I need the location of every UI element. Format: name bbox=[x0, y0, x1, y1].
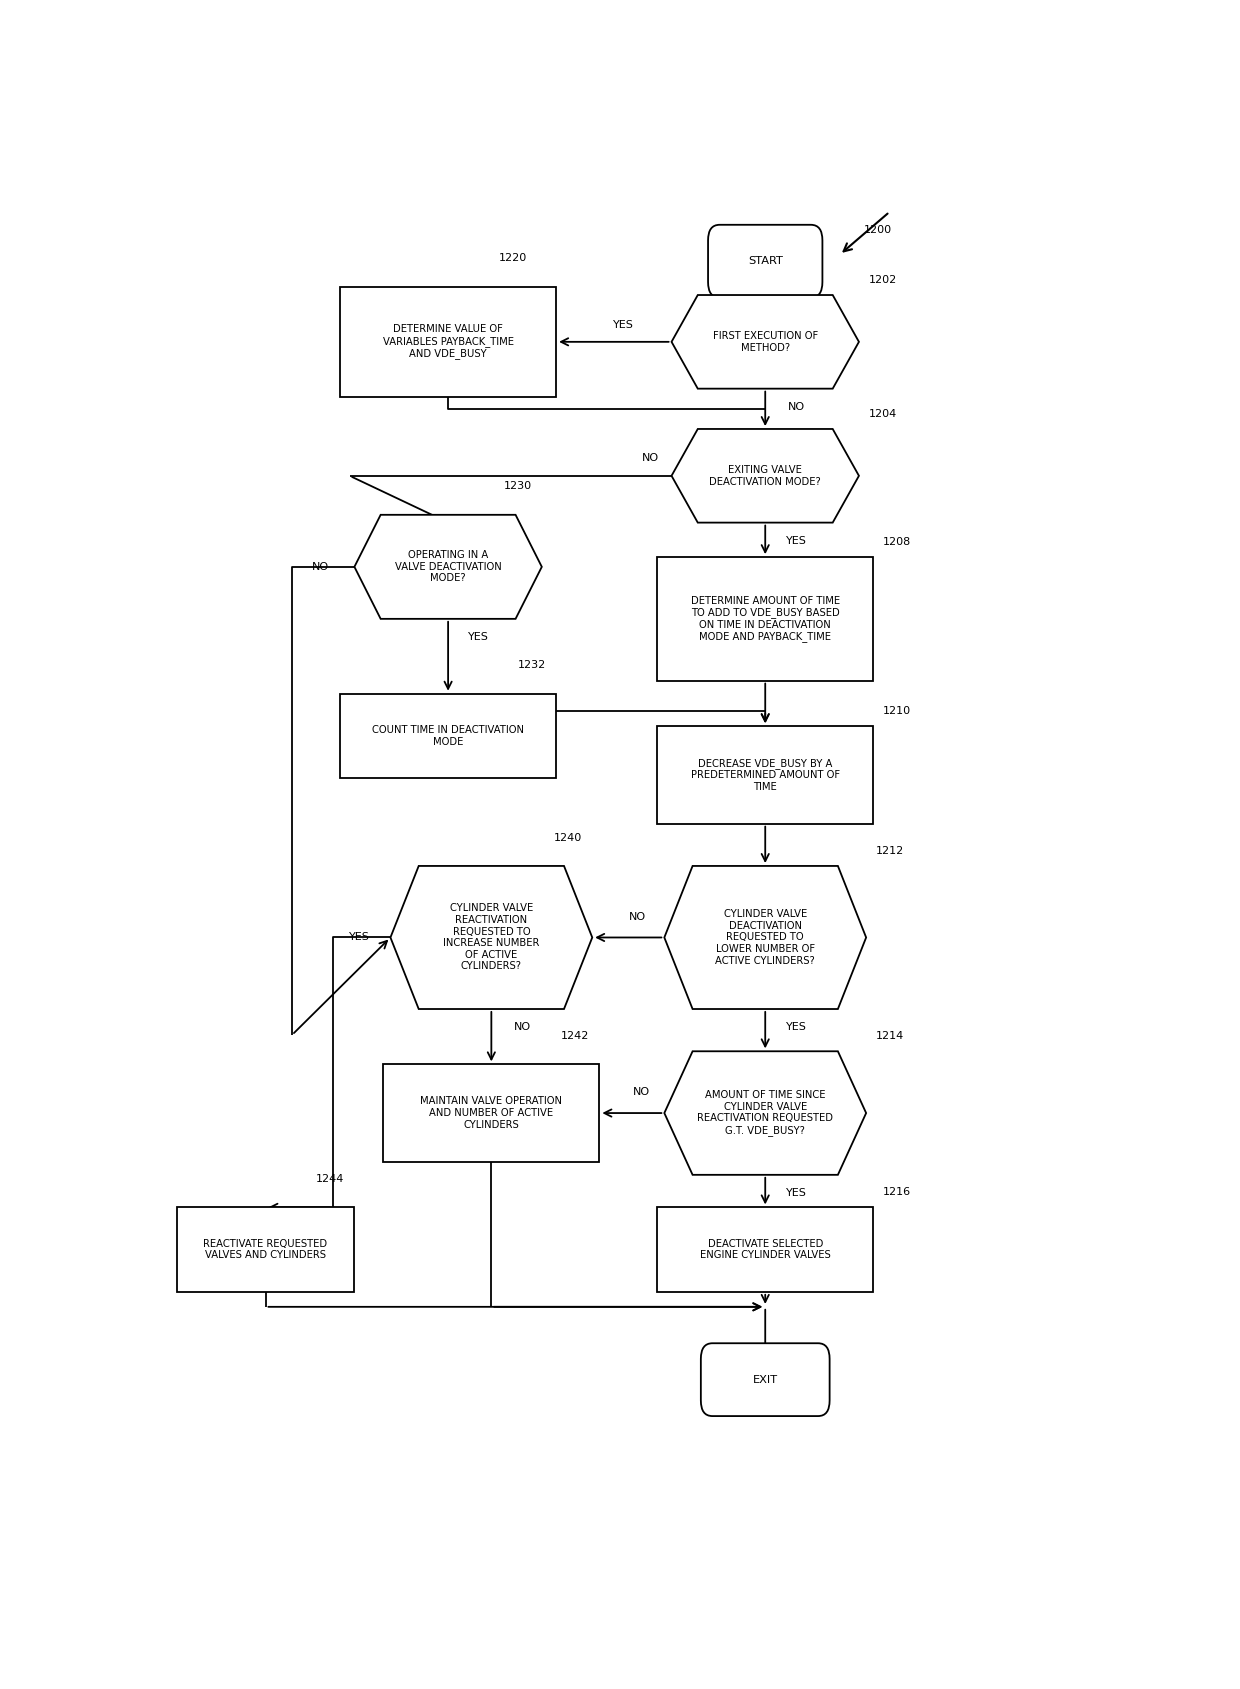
Text: AMOUNT OF TIME SINCE
CYLINDER VALVE
REACTIVATION REQUESTED
G.T. VDE_BUSY?: AMOUNT OF TIME SINCE CYLINDER VALVE REAC… bbox=[697, 1089, 833, 1137]
Bar bbox=[340, 694, 557, 779]
Text: DEACTIVATE SELECTED
ENGINE CYLINDER VALVES: DEACTIVATE SELECTED ENGINE CYLINDER VALV… bbox=[699, 1238, 831, 1260]
Text: NO: NO bbox=[513, 1022, 531, 1032]
Polygon shape bbox=[355, 515, 542, 618]
Text: DECREASE VDE_BUSY BY A
PREDETERMINED AMOUNT OF
TIME: DECREASE VDE_BUSY BY A PREDETERMINED AMO… bbox=[691, 758, 839, 792]
Polygon shape bbox=[672, 296, 859, 388]
Polygon shape bbox=[391, 866, 593, 1008]
Bar bbox=[657, 557, 873, 681]
Text: 1208: 1208 bbox=[883, 537, 911, 547]
Text: EXIT: EXIT bbox=[753, 1375, 777, 1385]
Text: NO: NO bbox=[630, 912, 646, 922]
FancyBboxPatch shape bbox=[701, 1343, 830, 1415]
Text: NO: NO bbox=[632, 1088, 650, 1098]
Text: COUNT TIME IN DEACTIVATION
MODE: COUNT TIME IN DEACTIVATION MODE bbox=[372, 725, 525, 747]
Bar bbox=[340, 287, 557, 397]
Polygon shape bbox=[672, 429, 859, 522]
Text: DETERMINE VALUE OF
VARIABLES PAYBACK_TIME
AND VDE_BUSY: DETERMINE VALUE OF VARIABLES PAYBACK_TIM… bbox=[383, 324, 513, 360]
Text: 1202: 1202 bbox=[868, 275, 897, 285]
Text: 1220: 1220 bbox=[498, 253, 527, 263]
Polygon shape bbox=[665, 1051, 866, 1176]
Text: DETERMINE AMOUNT OF TIME
TO ADD TO VDE_BUSY BASED
ON TIME IN DEACTIVATION
MODE A: DETERMINE AMOUNT OF TIME TO ADD TO VDE_B… bbox=[691, 596, 839, 642]
Text: NO: NO bbox=[787, 402, 805, 412]
Text: MAINTAIN VALVE OPERATION
AND NUMBER OF ACTIVE
CYLINDERS: MAINTAIN VALVE OPERATION AND NUMBER OF A… bbox=[420, 1096, 563, 1130]
Bar bbox=[176, 1208, 355, 1292]
FancyBboxPatch shape bbox=[708, 225, 822, 297]
Text: YES: YES bbox=[469, 632, 490, 642]
Text: YES: YES bbox=[786, 1187, 806, 1198]
Text: NO: NO bbox=[312, 562, 330, 573]
Text: 1230: 1230 bbox=[503, 481, 532, 491]
Text: 1214: 1214 bbox=[875, 1030, 904, 1040]
Bar bbox=[657, 1208, 873, 1292]
Text: OPERATING IN A
VALVE DEACTIVATION
MODE?: OPERATING IN A VALVE DEACTIVATION MODE? bbox=[394, 551, 501, 583]
Text: 1216: 1216 bbox=[883, 1187, 911, 1198]
Text: 1204: 1204 bbox=[868, 409, 897, 419]
Text: 1242: 1242 bbox=[560, 1030, 589, 1040]
Text: YES: YES bbox=[786, 1022, 806, 1032]
Text: 1232: 1232 bbox=[518, 660, 546, 671]
Bar bbox=[383, 1064, 599, 1162]
Text: EXITING VALVE
DEACTIVATION MODE?: EXITING VALVE DEACTIVATION MODE? bbox=[709, 464, 821, 486]
Text: YES: YES bbox=[613, 319, 634, 329]
Text: REACTIVATE REQUESTED
VALVES AND CYLINDERS: REACTIVATE REQUESTED VALVES AND CYLINDER… bbox=[203, 1238, 327, 1260]
Bar bbox=[657, 726, 873, 824]
Text: CYLINDER VALVE
DEACTIVATION
REQUESTED TO
LOWER NUMBER OF
ACTIVE CYLINDERS?: CYLINDER VALVE DEACTIVATION REQUESTED TO… bbox=[715, 909, 815, 966]
Text: YES: YES bbox=[350, 932, 370, 942]
Text: 1240: 1240 bbox=[554, 833, 582, 843]
Text: 1210: 1210 bbox=[883, 706, 911, 716]
Text: NO: NO bbox=[642, 453, 658, 463]
Text: 1200: 1200 bbox=[864, 225, 892, 235]
Text: 1244: 1244 bbox=[316, 1174, 345, 1184]
Polygon shape bbox=[665, 866, 866, 1008]
Text: CYLINDER VALVE
REACTIVATION
REQUESTED TO
INCREASE NUMBER
OF ACTIVE
CYLINDERS?: CYLINDER VALVE REACTIVATION REQUESTED TO… bbox=[443, 904, 539, 971]
Text: FIRST EXECUTION OF
METHOD?: FIRST EXECUTION OF METHOD? bbox=[713, 331, 818, 353]
Text: 1212: 1212 bbox=[875, 846, 904, 856]
Text: START: START bbox=[748, 257, 782, 267]
Text: YES: YES bbox=[786, 535, 806, 546]
